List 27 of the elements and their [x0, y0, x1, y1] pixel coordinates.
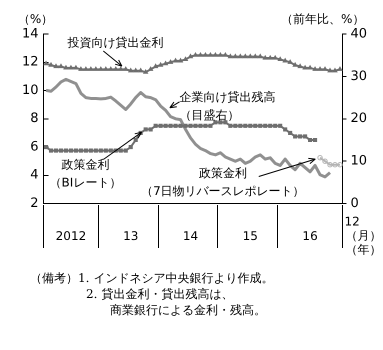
text: 2. 貸出金利・貸出残高は、商業銀行による金利・残高。 [86, 286, 267, 318]
text: （備考）1. インドネシア中央銀行より作成。 [30, 270, 274, 286]
y2-axis-title: （前年比、%） [281, 12, 364, 26]
y-axis-title: （%） [18, 12, 54, 26]
y2-tick-label: 20 [350, 111, 368, 126]
y-tick-label: 12 [22, 54, 39, 70]
x-tick-label: 15 [242, 228, 258, 243]
y-tick-label: 14 [22, 26, 39, 42]
y-tick-label: 10 [22, 82, 39, 98]
y2-tick-label: 30 [350, 68, 368, 84]
x-tick-label: 13 [123, 228, 138, 243]
y-tick-label: 4 [30, 168, 39, 183]
y2-tick-label: 10 [350, 154, 368, 169]
y2-tick-label: 40 [350, 26, 368, 42]
y-tick-label: 2 [30, 196, 39, 211]
y-tick-label: 6 [30, 139, 39, 154]
x-axis-title: （月）（年） [345, 228, 382, 257]
series-label: 企業向け貸出残高（目盛右） [180, 90, 276, 122]
text: 12 [344, 214, 360, 229]
series-label: 投資向け貸出金利 [66, 36, 164, 50]
x-tick-label: 2012 [56, 228, 86, 243]
series-label: 政策金利（BIレート） [50, 158, 122, 190]
x-tick-label: 14 [182, 228, 198, 243]
x-tick-label: 16 [302, 228, 318, 243]
series-label: 政策金利（7日物リバースレポレート） [141, 166, 305, 198]
y2-tick-label: 0 [350, 196, 359, 211]
y-tick-label: 8 [30, 111, 39, 126]
